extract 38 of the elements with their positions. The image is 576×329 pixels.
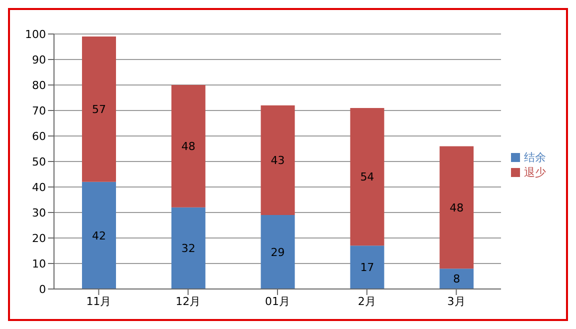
data-label: 42 xyxy=(92,229,106,242)
bar xyxy=(440,268,474,289)
x-tick-label: 3月 xyxy=(447,294,466,308)
x-tick-label: 12月 xyxy=(176,294,201,308)
y-tick-label: 50 xyxy=(32,155,46,168)
data-label: 57 xyxy=(92,103,106,116)
y-tick-label: 90 xyxy=(32,53,46,66)
data-label: 17 xyxy=(360,261,374,274)
y-tick-label: 10 xyxy=(32,257,46,270)
data-label: 32 xyxy=(181,242,196,256)
data-label: 48 xyxy=(450,201,464,214)
y-tick-label: 100 xyxy=(25,28,46,41)
bar xyxy=(171,85,206,208)
y-tick-label: 70 xyxy=(32,104,46,118)
data-label: 48 xyxy=(181,140,196,154)
data-label: 43 xyxy=(270,154,285,168)
legend-label: 退少 xyxy=(524,166,546,178)
x-tick-label: 2月 xyxy=(358,294,376,308)
legend-label: 结余 xyxy=(524,150,546,164)
data-label: 29 xyxy=(270,246,285,259)
bar xyxy=(260,215,295,289)
bar xyxy=(171,207,206,289)
y-tick-label: 30 xyxy=(32,206,46,220)
bar xyxy=(82,36,116,182)
y-tick-label: 60 xyxy=(32,130,46,143)
y-tick-label: 80 xyxy=(32,78,46,92)
bar xyxy=(260,105,295,216)
data-label: 8 xyxy=(453,272,460,286)
y-tick-label: 0 xyxy=(39,282,46,296)
bar xyxy=(350,246,384,289)
y-tick-label: 20 xyxy=(32,232,46,245)
bar xyxy=(82,182,116,289)
bar xyxy=(440,146,474,269)
bar xyxy=(350,108,384,246)
data-label: 54 xyxy=(360,170,374,184)
x-tick-label: 11月 xyxy=(86,294,112,308)
x-tick-label: 01月 xyxy=(265,294,290,308)
y-tick-label: 40 xyxy=(32,180,46,194)
